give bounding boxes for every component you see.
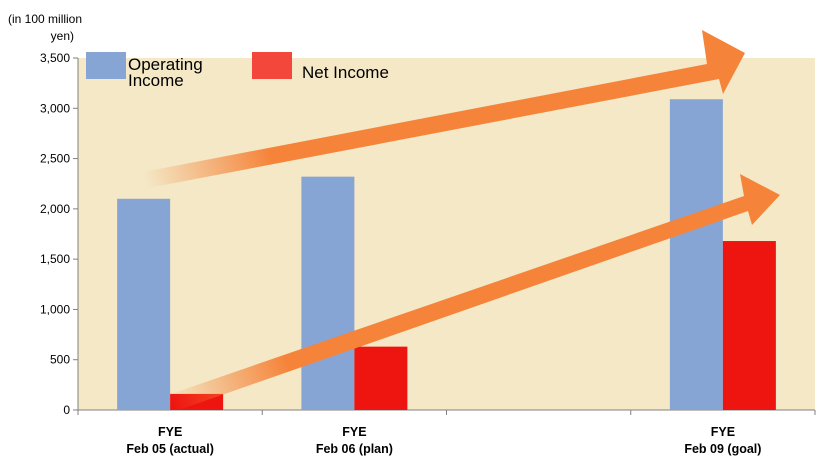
y-tick-label: 0 [63, 403, 70, 417]
trend-arrow-net-income [168, 174, 780, 411]
legend: Operating Income Net Income [86, 52, 389, 90]
bar-net-income [722, 241, 776, 410]
y-tick-label: 3,500 [40, 51, 70, 65]
y-tick-label: 2,000 [40, 202, 70, 216]
trend-arrows [143, 30, 780, 411]
bar-operating-income [117, 198, 171, 410]
legend-label-net-income: Net Income [302, 63, 389, 82]
unit-label-line-1: (in 100 million [8, 12, 82, 26]
legend-swatch-operating-income [86, 52, 126, 79]
legend-label-operating-income-line-1: Operating [128, 55, 203, 74]
unit-label-line-2: yen) [51, 29, 74, 43]
category-label: Feb 09 (goal) [684, 442, 761, 456]
legend-label-operating-income-line-2: Income [128, 71, 184, 90]
category-label: FYE [342, 425, 366, 439]
y-tick-label: 1,000 [40, 302, 70, 316]
category-label: Feb 06 (plan) [316, 442, 393, 456]
bar-net-income [354, 346, 408, 410]
y-tick-label: 500 [50, 353, 70, 367]
y-tick-label: 1,500 [40, 252, 70, 266]
bar-operating-income [669, 99, 723, 410]
trend-arrow-operating-income [143, 30, 745, 188]
category-label: Feb 05 (actual) [126, 442, 214, 456]
bar-operating-income [301, 176, 355, 410]
y-axis: 0 500 1,000 1,500 2,000 2,500 3,000 3,500 [40, 51, 79, 417]
bars-group [117, 99, 776, 410]
category-labels: FYE Feb 05 (actual) FYE Feb 06 (plan) FYE Feb… [126, 425, 761, 456]
category-label: FYE [711, 425, 735, 439]
y-tick-label: 2,500 [40, 152, 70, 166]
y-tick-label: 3,000 [40, 101, 70, 115]
category-label: FYE [158, 425, 182, 439]
legend-swatch-net-income [252, 52, 292, 79]
x-axis [77, 409, 816, 415]
